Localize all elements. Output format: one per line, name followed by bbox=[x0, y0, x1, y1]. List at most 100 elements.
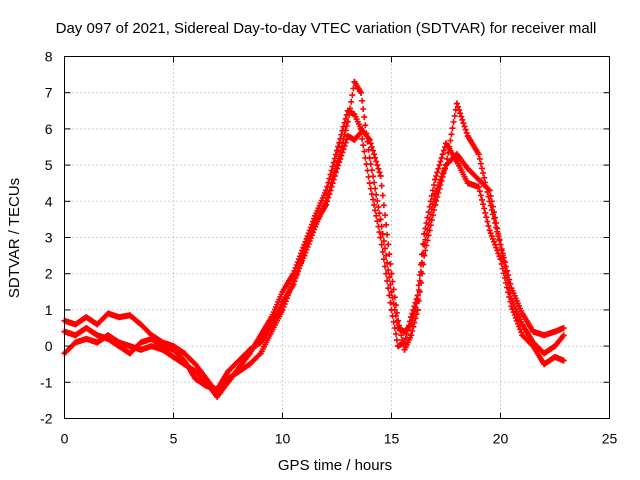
data-point bbox=[351, 136, 358, 143]
data-point bbox=[366, 180, 373, 187]
data-point bbox=[279, 299, 286, 306]
data-point bbox=[116, 314, 122, 321]
data-point bbox=[83, 314, 90, 321]
points-layer bbox=[61, 78, 567, 400]
data-point bbox=[401, 346, 408, 353]
data-point bbox=[388, 306, 395, 313]
data-point bbox=[94, 339, 101, 346]
data-point bbox=[357, 129, 364, 136]
x-tick-label: 10 bbox=[275, 431, 291, 447]
data-point bbox=[257, 339, 264, 346]
ticks-layer: 0 5 10 15 20 25 -2 -1 0 1 2 3 4 5 6 7 8 bbox=[40, 49, 617, 447]
y-tick-label: 3 bbox=[45, 230, 53, 246]
data-point bbox=[377, 234, 384, 241]
data-point bbox=[72, 332, 79, 339]
y-tick-label: 5 bbox=[45, 157, 53, 173]
data-point bbox=[72, 339, 79, 346]
series-track-c bbox=[61, 129, 567, 393]
data-point bbox=[334, 165, 340, 172]
data-point bbox=[137, 339, 144, 346]
data-point bbox=[344, 107, 351, 114]
data-point bbox=[323, 201, 330, 208]
data-point bbox=[408, 332, 415, 339]
data-point bbox=[105, 335, 112, 342]
data-point bbox=[268, 321, 275, 328]
data-point bbox=[552, 343, 558, 350]
x-tick-label: 0 bbox=[61, 431, 69, 447]
data-point bbox=[508, 303, 515, 310]
data-point bbox=[541, 350, 548, 357]
data-point bbox=[552, 328, 558, 335]
data-point bbox=[83, 335, 90, 342]
data-point bbox=[126, 343, 133, 350]
data-point bbox=[395, 317, 402, 324]
data-point bbox=[137, 321, 144, 328]
data-point bbox=[541, 361, 548, 368]
data-point bbox=[290, 281, 297, 288]
chart-title: Day 097 of 2021, Sidereal Day-to-day VTE… bbox=[56, 20, 597, 37]
data-point bbox=[148, 343, 155, 350]
y-tick-label: -1 bbox=[40, 374, 53, 390]
data-point bbox=[137, 346, 144, 353]
data-point bbox=[453, 100, 460, 107]
data-point bbox=[357, 89, 364, 96]
data-point bbox=[334, 147, 340, 154]
data-point bbox=[530, 343, 537, 350]
data-point bbox=[72, 321, 79, 328]
x-tick-label: 5 bbox=[170, 431, 178, 447]
y-tick-label: 6 bbox=[45, 121, 53, 137]
data-point bbox=[475, 176, 482, 183]
data-point bbox=[126, 312, 133, 319]
data-point bbox=[541, 332, 548, 339]
data-point bbox=[395, 343, 402, 350]
data-point bbox=[401, 339, 408, 346]
y-tick-label: 4 bbox=[45, 193, 53, 209]
data-point bbox=[486, 227, 493, 234]
data-point bbox=[377, 172, 384, 179]
data-point bbox=[83, 325, 90, 331]
data-point bbox=[486, 187, 493, 194]
data-point bbox=[214, 393, 221, 400]
data-point bbox=[560, 357, 567, 364]
y-tick-label: 1 bbox=[45, 302, 53, 318]
data-point bbox=[497, 241, 504, 248]
data-point bbox=[279, 288, 286, 295]
data-point bbox=[497, 256, 504, 263]
y-tick-label: 0 bbox=[45, 338, 53, 354]
data-point bbox=[246, 346, 253, 353]
data-point bbox=[192, 361, 199, 368]
data-point bbox=[148, 335, 155, 342]
data-point bbox=[170, 353, 177, 360]
data-point bbox=[464, 180, 471, 187]
data-point bbox=[126, 350, 133, 357]
data-point bbox=[408, 314, 415, 321]
data-point bbox=[344, 133, 351, 140]
data-point bbox=[388, 270, 395, 277]
y-tick-label: 2 bbox=[45, 266, 53, 282]
data-point bbox=[414, 292, 421, 299]
data-point bbox=[94, 332, 101, 339]
x-tick-label: 25 bbox=[602, 431, 618, 447]
data-point bbox=[453, 158, 460, 165]
data-point bbox=[560, 332, 567, 339]
y-tick-label: -2 bbox=[40, 411, 53, 427]
x-tick-label: 15 bbox=[384, 431, 400, 447]
data-point bbox=[377, 216, 384, 223]
data-point bbox=[181, 350, 188, 357]
data-point bbox=[475, 151, 482, 158]
data-point bbox=[351, 111, 358, 118]
data-point bbox=[530, 328, 537, 335]
data-point bbox=[443, 162, 449, 169]
data-point bbox=[475, 183, 482, 190]
data-point bbox=[170, 346, 177, 353]
grid-layer bbox=[64, 56, 610, 419]
data-point bbox=[464, 165, 471, 172]
data-point bbox=[159, 343, 166, 350]
data-point bbox=[246, 361, 253, 368]
data-point bbox=[312, 220, 319, 227]
data-point bbox=[94, 321, 101, 328]
data-point bbox=[225, 368, 231, 375]
data-point bbox=[421, 230, 428, 237]
data-point bbox=[366, 136, 373, 143]
